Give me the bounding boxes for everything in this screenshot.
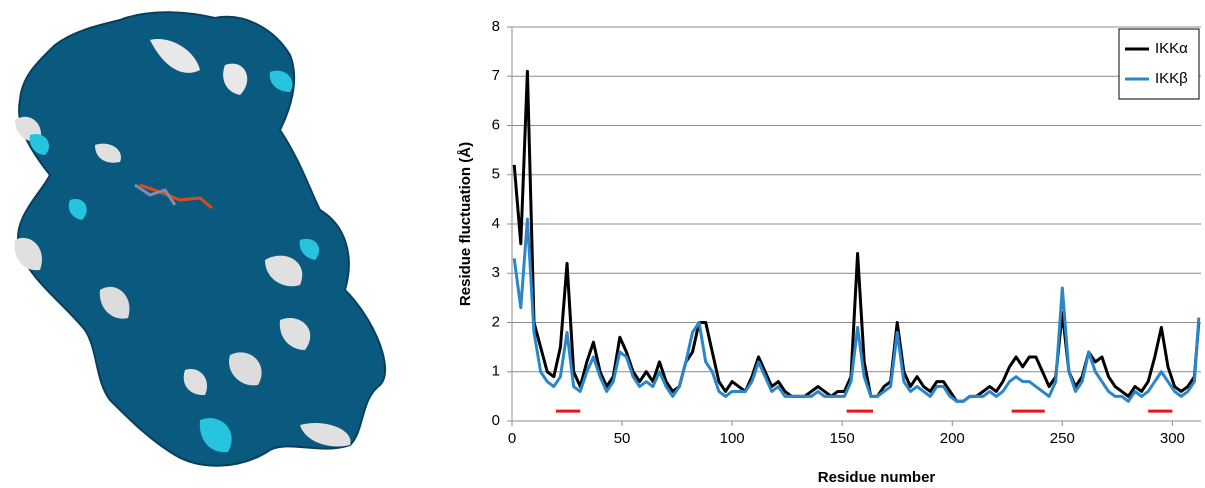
x-tick-label: 250 bbox=[1050, 430, 1075, 447]
line-chart: 0 1 2 3 4 5 6 7 8 0 50 100 150 200 250 300 Residue numbe… bbox=[457, 18, 1201, 486]
x-tick-label: 200 bbox=[940, 430, 965, 447]
y-tick-label: 6 bbox=[492, 116, 500, 133]
surface-patch bbox=[29, 134, 50, 155]
surface-patch bbox=[68, 199, 87, 220]
y-tick-label: 7 bbox=[492, 67, 500, 84]
series-line bbox=[512, 217, 1201, 403]
y-tick-label: 8 bbox=[492, 18, 500, 35]
protein-surface bbox=[14, 11, 386, 467]
surface-patch bbox=[14, 237, 42, 271]
surface-patch bbox=[199, 418, 232, 453]
surface-patch bbox=[99, 286, 130, 319]
surface-patch bbox=[265, 255, 303, 287]
x-tick-label: 50 bbox=[614, 430, 631, 447]
y-tick-label: 2 bbox=[492, 313, 500, 330]
x-tick-label: 100 bbox=[720, 430, 745, 447]
surface-patch bbox=[299, 238, 320, 260]
x-tick-label: 150 bbox=[830, 430, 855, 447]
legend-label: IKKβ bbox=[1155, 70, 1188, 87]
x-tick-label: 0 bbox=[508, 430, 516, 447]
surface-patch bbox=[229, 352, 262, 386]
surface-patch bbox=[150, 39, 200, 73]
x-axis-title: Residue number bbox=[818, 469, 936, 486]
surface-patch bbox=[279, 318, 311, 350]
legend-box bbox=[1118, 28, 1200, 100]
surface-body bbox=[17, 11, 386, 467]
ligand bbox=[134, 183, 177, 206]
y-axis-title: Residue fluctuation (Å) bbox=[457, 142, 474, 306]
surface-patch bbox=[95, 143, 121, 163]
surface-patch bbox=[183, 369, 208, 396]
legend-label: IKKα bbox=[1155, 40, 1188, 57]
y-tick-label: 4 bbox=[492, 215, 500, 232]
x-tick-label: 300 bbox=[1160, 430, 1185, 447]
y-tick-label: 5 bbox=[492, 166, 500, 183]
y-tick-label: 1 bbox=[492, 363, 500, 380]
surface-patch bbox=[300, 422, 351, 447]
ligand bbox=[139, 183, 213, 210]
surface-patch bbox=[223, 63, 248, 95]
y-tick-label: 3 bbox=[492, 264, 500, 281]
series-line bbox=[512, 69, 1201, 403]
surface-patch bbox=[269, 70, 293, 92]
y-tick-label: 0 bbox=[492, 412, 500, 429]
